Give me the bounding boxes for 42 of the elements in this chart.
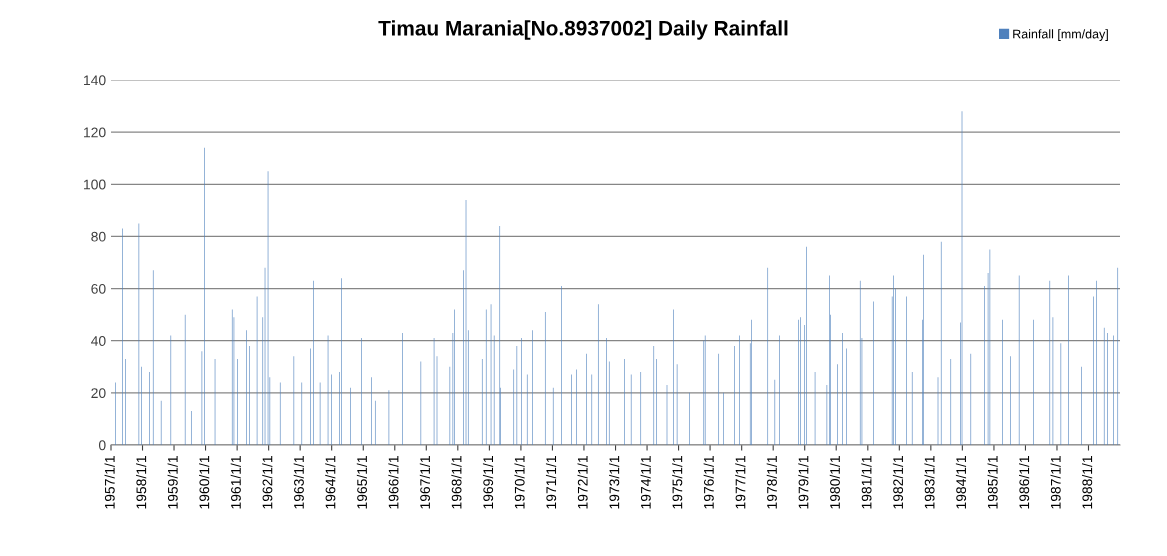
x-tick-label: 1982/1/1 bbox=[892, 456, 904, 509]
x-tick-label: 1986/1/1 bbox=[1018, 456, 1030, 509]
x-tick-label: 1967/1/1 bbox=[419, 456, 431, 509]
x-tick-label: 1960/1/1 bbox=[199, 456, 210, 509]
x-tick-label: 1987/1/1 bbox=[1050, 456, 1061, 509]
x-tick-label: 1969/1/1 bbox=[482, 456, 494, 509]
x-tick-label: 1964/1/1 bbox=[325, 456, 336, 509]
x-tick-label: 1958/1/1 bbox=[136, 456, 147, 509]
x-tick-label: 1962/1/1 bbox=[262, 456, 273, 509]
x-tick-label: 1988/1/1 bbox=[1082, 456, 1093, 509]
x-tick-label: 1957/1/1 bbox=[104, 456, 115, 509]
x-tick-label: 1984/1/1 bbox=[955, 456, 967, 509]
y-tick-label: 120 bbox=[84, 127, 106, 138]
chart-title: Timau Marania[No.8937002] Daily Rainfall bbox=[378, 20, 788, 40]
x-tick-label: 1983/1/1 bbox=[924, 456, 935, 509]
x-tick-label: 1981/1/1 bbox=[861, 456, 872, 509]
y-tick-label: 80 bbox=[91, 231, 106, 242]
x-tick-label: 1975/1/1 bbox=[672, 456, 683, 509]
x-tick-label: 1972/1/1 bbox=[577, 456, 588, 509]
x-tick-label: 1980/1/1 bbox=[829, 456, 840, 509]
y-tick-label: 20 bbox=[91, 388, 106, 399]
x-tick-label: 1977/1/1 bbox=[735, 456, 746, 509]
x-tick-label: 1968/1/1 bbox=[451, 456, 462, 509]
x-tick-label: 1973/1/1 bbox=[609, 456, 620, 509]
x-tick-label: 1971/1/1 bbox=[545, 456, 557, 509]
x-tick-label: 1985/1/1 bbox=[987, 456, 998, 509]
x-tick-label: 1961/1/1 bbox=[230, 456, 241, 509]
y-tick-label: 140 bbox=[84, 75, 106, 86]
y-tick-label: 60 bbox=[91, 283, 106, 294]
y-tick-label: 100 bbox=[84, 179, 106, 190]
x-tick-label: 1979/1/1 bbox=[798, 456, 809, 509]
x-tick-label: 1959/1/1 bbox=[167, 456, 178, 509]
y-tick-label: 0 bbox=[98, 440, 106, 451]
x-tick-label: 1974/1/1 bbox=[640, 456, 651, 509]
x-tick-label: 1970/1/1 bbox=[514, 456, 525, 509]
x-tick-label: 1978/1/1 bbox=[766, 456, 777, 509]
x-tick-label: 1965/1/1 bbox=[356, 456, 367, 509]
y-tick-label: 40 bbox=[91, 336, 106, 346]
x-tick-label: 1976/1/1 bbox=[703, 456, 714, 509]
x-tick-label: 1966/1/1 bbox=[388, 456, 399, 509]
legend-label: Rainfall [mm/day] bbox=[1013, 29, 1108, 41]
x-tick-label: 1963/1/1 bbox=[293, 456, 304, 509]
